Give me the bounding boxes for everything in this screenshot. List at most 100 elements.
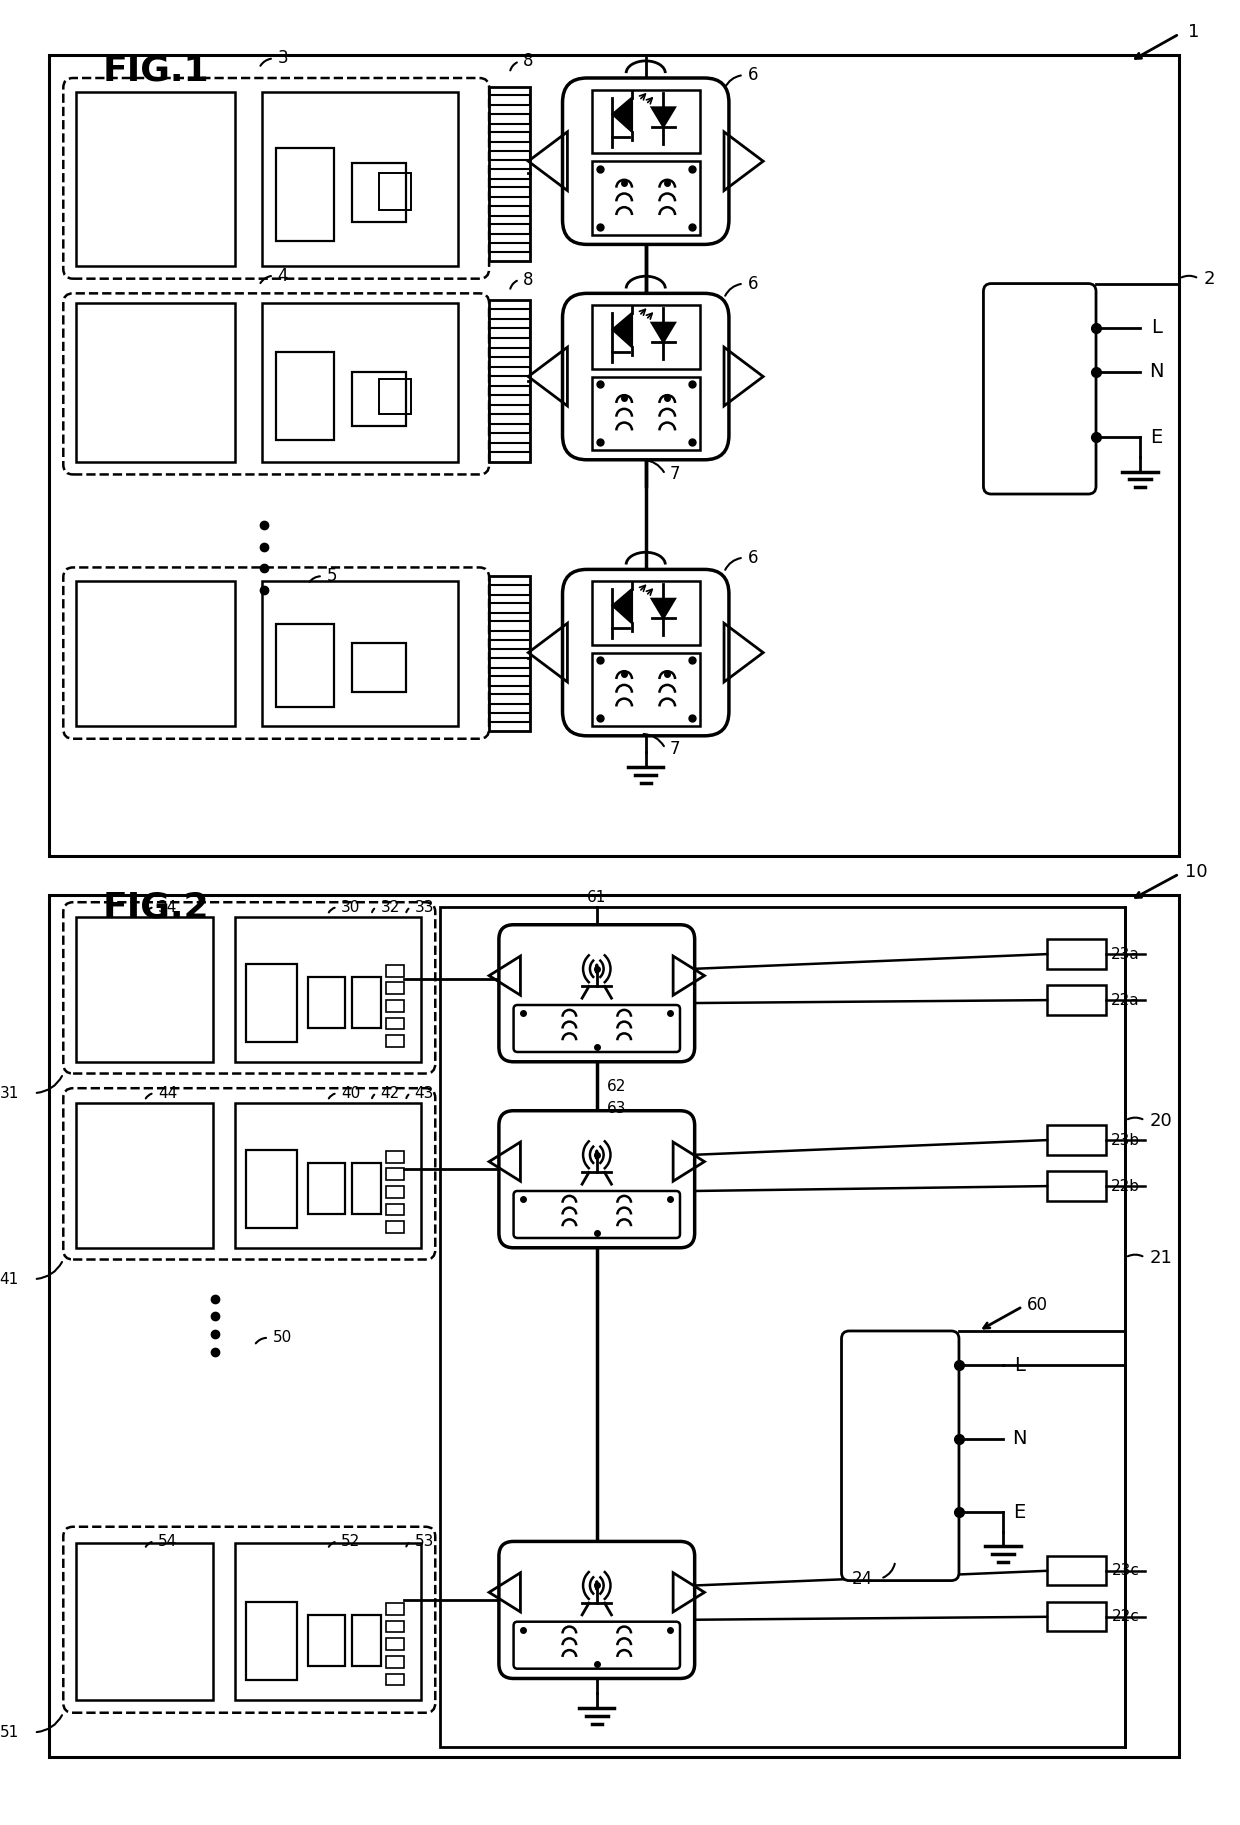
Text: FIG.2: FIG.2 — [103, 891, 210, 923]
Bar — [387, 982, 404, 995]
Bar — [76, 303, 234, 462]
Bar — [489, 310, 531, 319]
Bar — [48, 896, 1179, 1757]
Bar — [489, 170, 531, 179]
FancyBboxPatch shape — [563, 569, 729, 735]
Text: 8: 8 — [523, 53, 534, 71]
Bar — [387, 1639, 404, 1650]
Text: 7: 7 — [670, 465, 680, 484]
Bar — [489, 367, 531, 376]
Bar — [489, 243, 531, 252]
Bar — [48, 55, 1179, 856]
Bar — [1047, 986, 1106, 1015]
Text: 30: 30 — [341, 900, 361, 914]
Text: 23a: 23a — [1111, 947, 1140, 962]
Text: 22b: 22b — [1111, 1179, 1140, 1194]
Text: N: N — [1149, 361, 1164, 381]
Bar — [352, 976, 382, 1027]
Bar — [247, 1150, 298, 1228]
Bar — [387, 1152, 404, 1163]
Bar — [387, 1621, 404, 1633]
Bar — [275, 624, 335, 708]
Text: L: L — [1151, 318, 1162, 338]
Text: 40: 40 — [341, 1086, 361, 1100]
Text: 34: 34 — [159, 900, 177, 914]
Bar — [352, 642, 405, 692]
Bar — [387, 1204, 404, 1215]
Bar — [591, 376, 699, 451]
Bar — [1047, 1557, 1106, 1586]
Bar — [262, 580, 458, 726]
Bar — [489, 224, 531, 234]
Text: 53: 53 — [414, 1535, 434, 1549]
Bar — [1047, 1602, 1106, 1632]
Text: 51: 51 — [0, 1725, 19, 1739]
Bar — [352, 372, 405, 425]
FancyBboxPatch shape — [563, 78, 729, 245]
FancyBboxPatch shape — [983, 283, 1096, 495]
Bar — [308, 1163, 345, 1214]
Text: 1: 1 — [1188, 24, 1199, 40]
Text: 31: 31 — [0, 1086, 19, 1100]
Text: 43: 43 — [414, 1086, 434, 1100]
Bar — [489, 712, 531, 723]
Text: 63: 63 — [606, 1100, 626, 1117]
Text: 52: 52 — [341, 1535, 361, 1549]
Bar — [489, 675, 531, 686]
Bar — [387, 1035, 404, 1048]
Bar — [1047, 1126, 1106, 1155]
Text: 4: 4 — [278, 266, 288, 285]
Text: 33: 33 — [414, 900, 434, 914]
Text: 7: 7 — [670, 739, 680, 757]
Text: 20: 20 — [1149, 1111, 1173, 1130]
Bar — [379, 173, 410, 210]
Bar — [489, 188, 531, 197]
Bar — [591, 305, 699, 369]
Text: 2: 2 — [1204, 270, 1215, 288]
Text: 42: 42 — [381, 1086, 399, 1100]
Bar — [308, 1615, 345, 1666]
Text: N: N — [1012, 1429, 1027, 1449]
Bar — [275, 148, 335, 241]
Polygon shape — [613, 312, 632, 347]
Bar — [489, 113, 531, 124]
Bar — [247, 1602, 298, 1681]
Text: 6: 6 — [748, 549, 758, 566]
Text: 22c: 22c — [1111, 1610, 1140, 1624]
Bar — [76, 580, 234, 726]
Bar — [591, 580, 699, 644]
Bar — [387, 1000, 404, 1011]
Text: 60: 60 — [1027, 1296, 1048, 1314]
Text: 6: 6 — [748, 274, 758, 292]
Bar — [1047, 940, 1106, 969]
FancyBboxPatch shape — [563, 294, 729, 460]
Bar — [489, 584, 531, 595]
Bar — [489, 299, 531, 462]
Text: 6: 6 — [748, 66, 758, 84]
Text: 61: 61 — [587, 891, 606, 905]
Polygon shape — [651, 323, 675, 343]
Text: 32: 32 — [381, 900, 399, 914]
Text: 23c: 23c — [1111, 1564, 1140, 1579]
Text: 62: 62 — [606, 1079, 626, 1093]
Bar — [489, 88, 531, 261]
Text: 44: 44 — [159, 1086, 177, 1100]
Bar — [489, 328, 531, 338]
Bar — [489, 639, 531, 650]
Bar — [591, 653, 699, 726]
Bar — [352, 162, 405, 223]
Bar — [387, 1018, 404, 1029]
FancyBboxPatch shape — [498, 925, 694, 1062]
Text: 10: 10 — [1184, 863, 1208, 881]
Bar — [489, 347, 531, 358]
Polygon shape — [651, 108, 675, 128]
Text: 21: 21 — [1149, 1248, 1173, 1267]
Bar — [387, 1221, 404, 1234]
Text: 5: 5 — [326, 568, 337, 586]
Bar — [76, 91, 234, 266]
Bar — [489, 443, 531, 453]
Bar — [352, 1163, 382, 1214]
Text: 24: 24 — [852, 1570, 873, 1588]
Bar — [489, 577, 531, 732]
Bar — [234, 1102, 420, 1248]
